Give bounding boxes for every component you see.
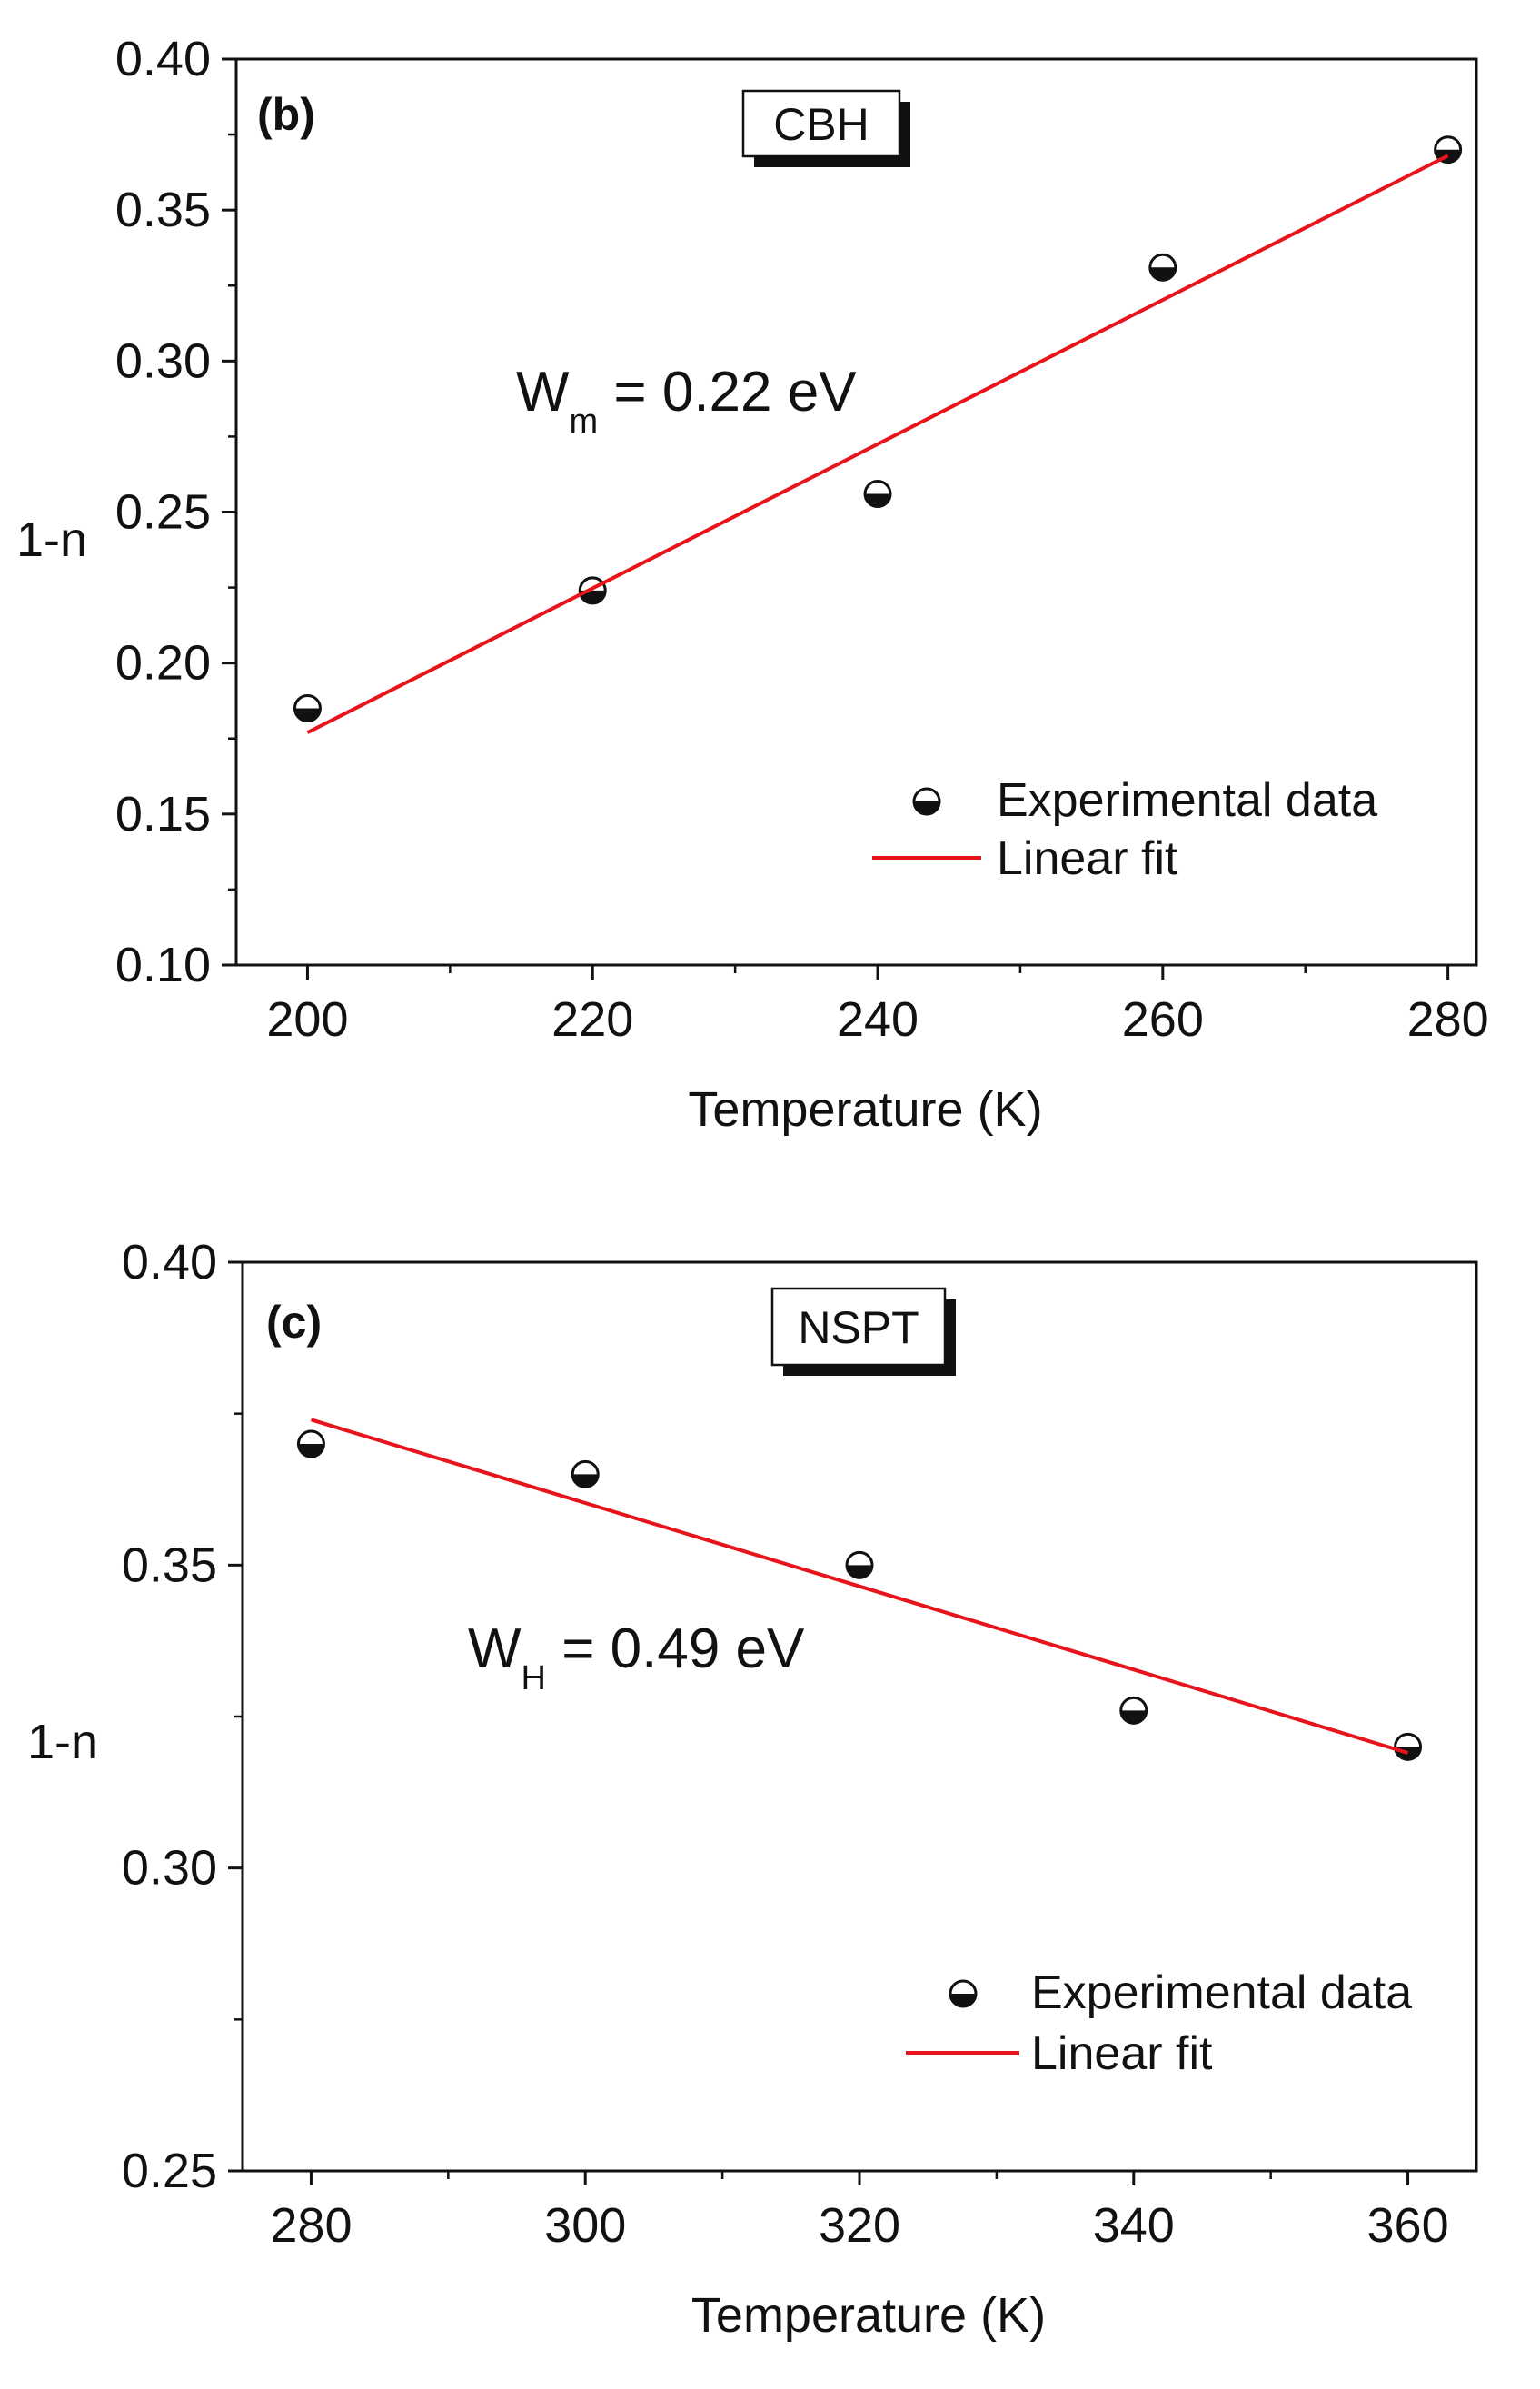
chart-panel-b: 0.10 0.15 0.20 0.25 0.30 0.35 0.40 200 220 240 260… (16, 32, 1489, 1137)
data-point (571, 1459, 600, 1488)
y-tick-label: 0.35 (122, 1538, 217, 1592)
marker-fill (1120, 1710, 1147, 1724)
marker-fill (847, 1565, 872, 1578)
legend-label-linear-fit: Linear fit (1031, 2027, 1213, 2080)
data-point (863, 480, 892, 509)
y-axis-label: 1-n (16, 513, 87, 567)
marker-fill (914, 801, 939, 814)
panel-label: (b) (257, 89, 315, 140)
data-point (578, 576, 607, 605)
x-tick-label: 320 (819, 2198, 900, 2253)
annotation-subscript: H (522, 1659, 546, 1697)
model-label: CBH (773, 99, 869, 150)
legend-label-linear-fit: Linear fit (997, 832, 1178, 885)
x-tick-label: 280 (1407, 992, 1489, 1047)
legend: Experimental data Linear fit (906, 1966, 1412, 2080)
y-tick-label: 0.30 (115, 333, 211, 388)
legend-marker-experimental (912, 787, 941, 816)
y-tick-label: 0.10 (115, 938, 211, 992)
model-label-box (770, 1287, 947, 1367)
x-tick-label: 200 (266, 992, 348, 1047)
linear-fit-line (306, 154, 1449, 734)
marker-fill (950, 1994, 976, 2006)
panel-label: (c) (266, 1297, 322, 1348)
chart-panel-c: 0.25 0.30 0.35 0.40 280 300 320 340 360 Temperatu… (27, 1235, 1478, 2343)
activation-energy-annotation: WH = 0.49 eV (468, 1618, 805, 1697)
y-axis-label: 1-n (27, 1715, 98, 1769)
x-tick-label: 240 (837, 992, 919, 1047)
data-point (1394, 1732, 1423, 1761)
data-point (1119, 1696, 1148, 1725)
legend-marker-experimental (949, 1979, 978, 2008)
marker-fill (572, 1474, 599, 1488)
marker-fill (294, 708, 321, 722)
x-tick-label: 360 (1367, 2198, 1449, 2253)
x-axis-label: Temperature (K) (691, 2288, 1046, 2343)
x-tick-label: 260 (1122, 992, 1204, 1047)
y-tick-label: 0.40 (122, 1235, 217, 1289)
x-tick-label: 340 (1093, 2198, 1175, 2253)
marker-fill (580, 590, 606, 603)
model-label-box (741, 89, 901, 158)
annotation-symbol: W (516, 361, 570, 423)
y-tick-label: 0.20 (115, 636, 211, 691)
marker-fill (1149, 267, 1176, 281)
x-tick-label: 280 (270, 2198, 352, 2253)
x-tick-label: 220 (551, 992, 633, 1047)
x-tick-label: 300 (544, 2198, 626, 2253)
series-group (296, 1418, 1423, 1761)
y-tick-label: 0.15 (115, 787, 211, 841)
annotation-value: = 0.49 eV (546, 1618, 805, 1680)
data-point (845, 1550, 874, 1579)
model-label: NSPT (798, 1302, 919, 1353)
legend-label-experimental: Experimental data (997, 774, 1377, 827)
data-point (296, 1429, 325, 1458)
legend-label-experimental: Experimental data (1031, 1966, 1412, 2019)
plot-frame (234, 57, 1478, 967)
y-tick-label: 0.25 (122, 2144, 217, 2198)
data-point (293, 694, 322, 723)
y-tick-label: 0.35 (115, 183, 211, 237)
x-axis-label: Temperature (K) (688, 1082, 1042, 1137)
series-group (293, 135, 1463, 734)
annotation-value: = 0.22 eV (598, 361, 857, 423)
data-point (1148, 253, 1177, 282)
annotation-symbol: W (468, 1618, 522, 1680)
activation-energy-annotation: Wm = 0.22 eV (516, 361, 857, 441)
y-tick-label: 0.30 (122, 1841, 217, 1896)
y-tick-label: 0.25 (115, 485, 211, 540)
marker-fill (865, 493, 891, 507)
annotation-subscript: m (570, 403, 599, 441)
y-tick-label: 0.40 (115, 32, 211, 86)
linear-fit-line (310, 1418, 1409, 1755)
marker-fill (298, 1444, 324, 1458)
